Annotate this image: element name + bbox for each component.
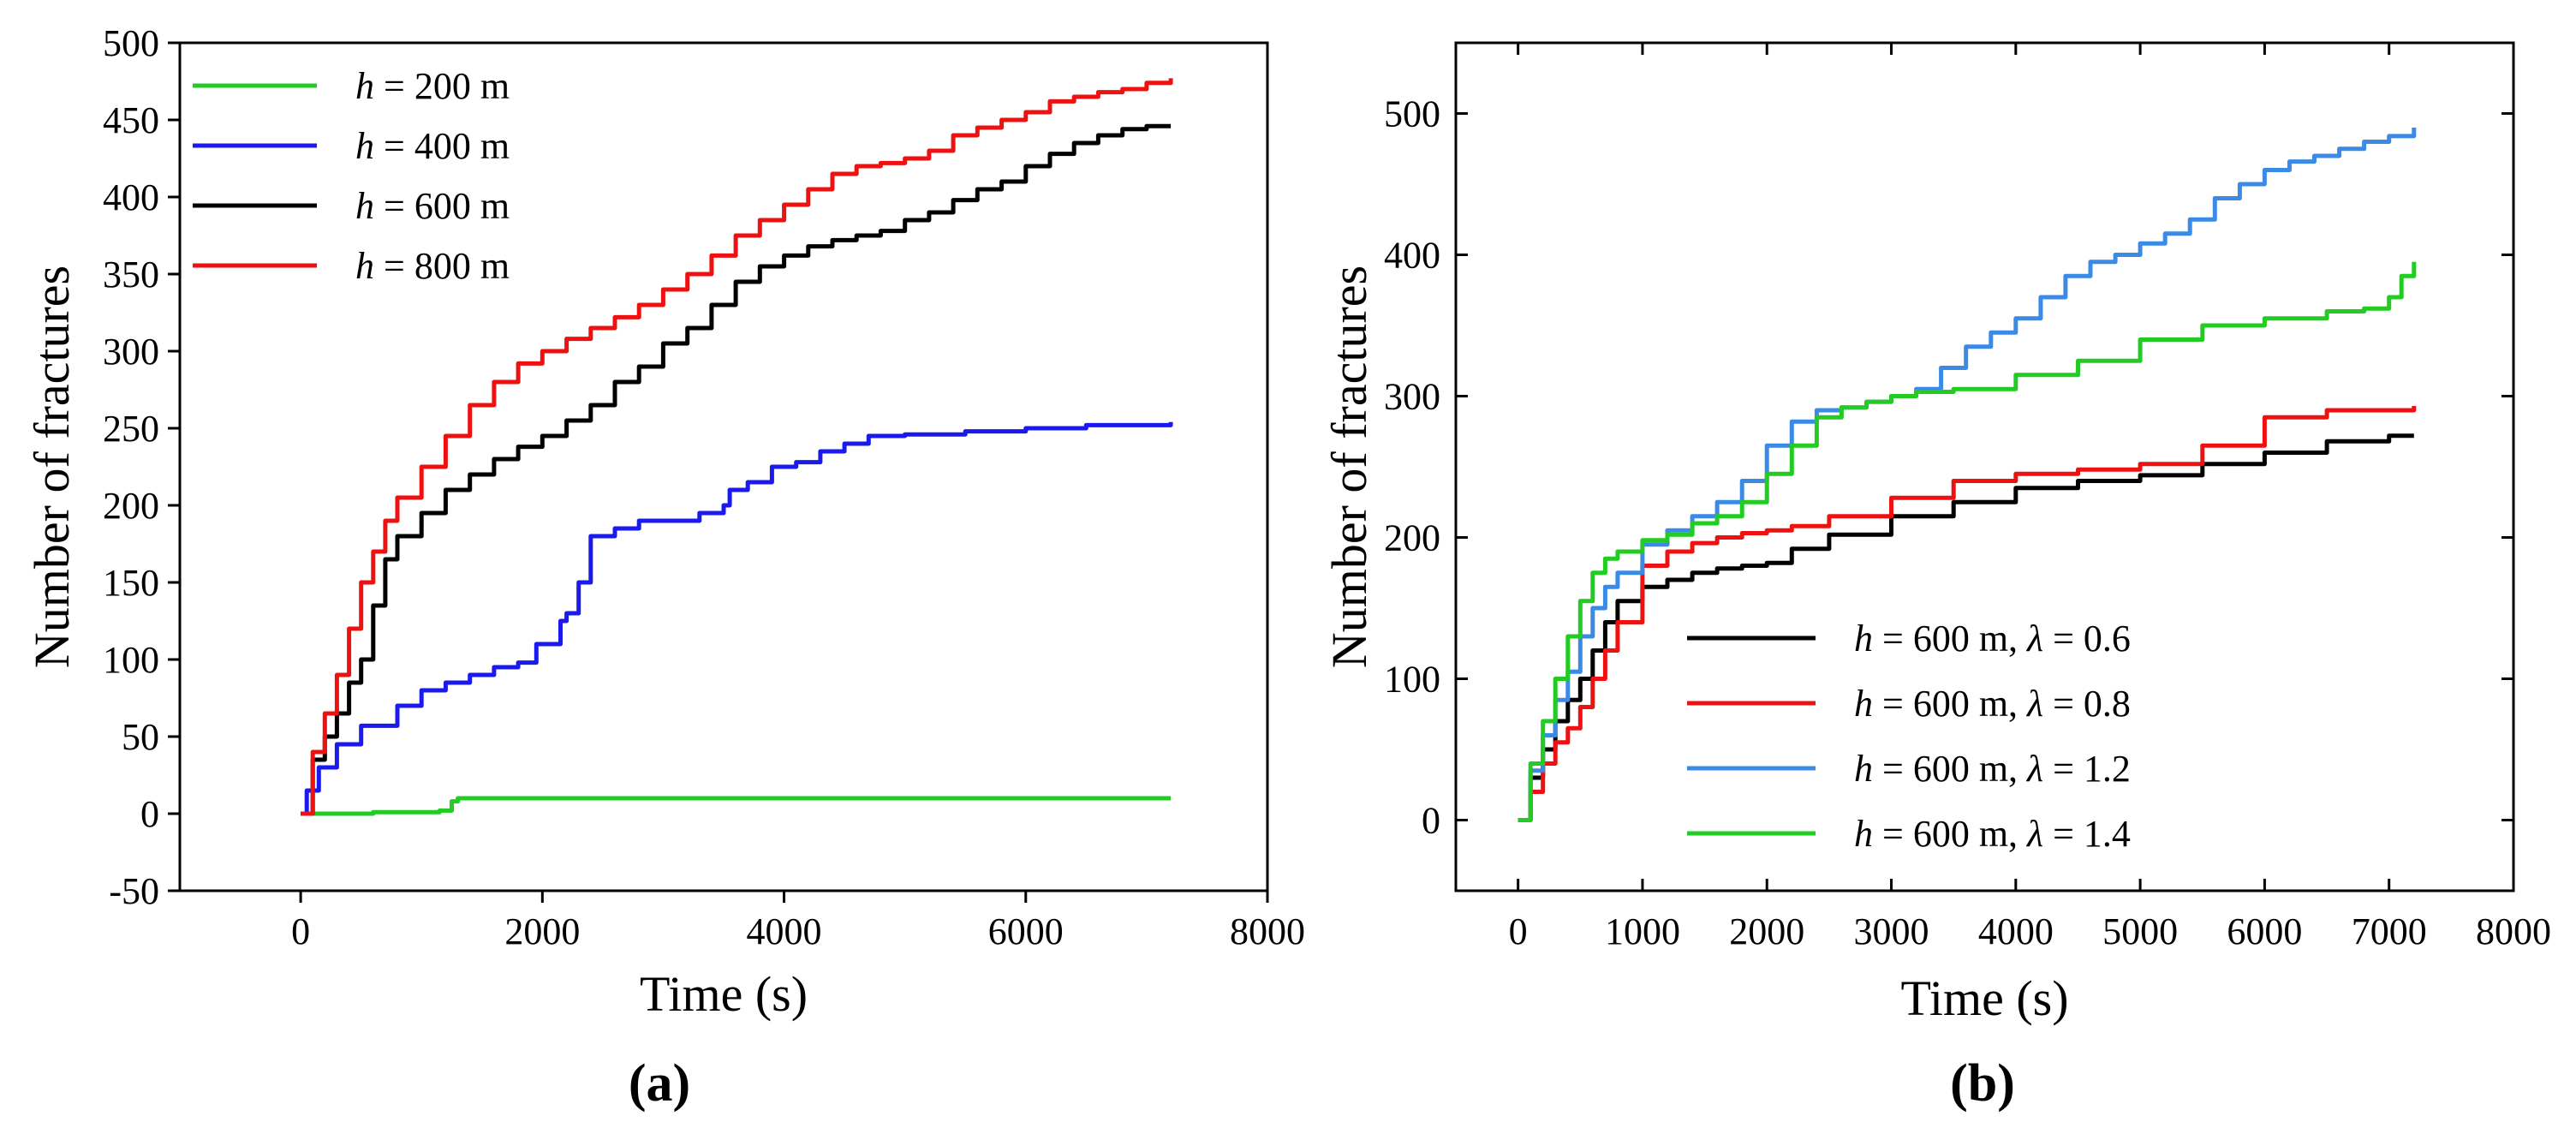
y-tick-label: 350 [103,254,159,295]
x-tick-label: 8000 [2476,910,2551,952]
series-line-2 [1518,406,2417,822]
chart-panel-a: 0 2000 4000 6000 8000 -50 0 50 100 150 200 250 300 35… [24,22,1305,1113]
legend-label-2: h = 400 m [355,125,510,167]
y-tick-label: 0 [140,793,159,835]
y-axis-title: Number of fractures [24,266,80,668]
series-line-3 [301,123,1172,816]
series-line-1 [1518,433,2414,822]
y-tick-label: 250 [103,408,159,450]
x-tick-label: 2000 [1729,910,1804,952]
y-tick-label: 450 [103,99,159,141]
y-tick-label: 0 [1422,800,1440,842]
x-tick-label: 1000 [1605,910,1680,952]
chart-panel-b: 0 1000 2000 3000 4000 5000 6000 7000 8000 0 100 200… [1321,41,2551,1113]
series-line-4 [1518,261,2417,822]
x-tick-label: 6000 [2227,910,2302,952]
legend-label-4: h = 600 m, λ = 1.4 [1854,813,2131,855]
legend-label-4: h = 800 m [355,245,510,287]
x-tick-label: 8000 [1230,910,1305,952]
y-tick-label: 100 [103,639,159,681]
x-axis-title: Time (s) [1900,970,2068,1026]
series-line-3 [1518,128,2417,822]
legend-label-3: h = 600 m, λ = 1.2 [1854,748,2131,790]
y-tick-label: 300 [103,331,159,373]
x-tick-label: 3000 [1854,910,1929,952]
panel-label: (a) [629,1054,690,1113]
legend-label-1: h = 600 m, λ = 0.6 [1854,618,2131,659]
y-axis-title: Number of fractures [1321,266,1377,668]
panel-label: (b) [1950,1054,2015,1113]
x-tick-label: 4000 [747,910,822,952]
legend: h = 600 m, λ = 0.6 h = 600 m, λ = 0.8 h = … [1687,618,2131,855]
legend-label-3: h = 600 m [355,185,510,227]
y-tick-label: 500 [103,22,159,64]
series-line-4 [301,78,1173,816]
y-tick-label: -50 [109,870,159,912]
x-tick-label: 4000 [1978,910,2054,952]
plot-frame [178,41,1269,892]
x-tick-label: 0 [291,910,310,952]
y-tick-label: 300 [1384,376,1440,418]
legend-label-1: h = 200 m [355,65,510,107]
y-tick-label: 400 [1384,235,1440,277]
y-tick-label: 400 [103,176,159,218]
series-line-1 [301,796,1172,816]
plot-area [1518,128,2417,822]
legend: h = 200 m h = 400 m h = 600 m h = 800 m [193,65,510,287]
x-tick-label: 0 [1509,910,1528,952]
plot-frame [1454,41,2515,892]
x-tick-label: 5000 [2102,910,2178,952]
y-tick-label: 500 [1384,93,1440,135]
y-tick-label: 150 [103,562,159,604]
y-tick-label: 50 [122,716,159,758]
y-tick-label: 200 [103,485,159,527]
series-line-2 [301,421,1173,816]
x-tick-label: 2000 [504,910,580,952]
legend-label-2: h = 600 m, λ = 0.8 [1854,683,2131,725]
x-axis-title: Time (s) [640,966,808,1022]
plot-area [301,78,1173,816]
x-tick-label: 6000 [988,910,1064,952]
x-tick-label: 7000 [2352,910,2427,952]
y-tick-label: 100 [1384,659,1440,701]
y-tick-label: 200 [1384,517,1440,559]
